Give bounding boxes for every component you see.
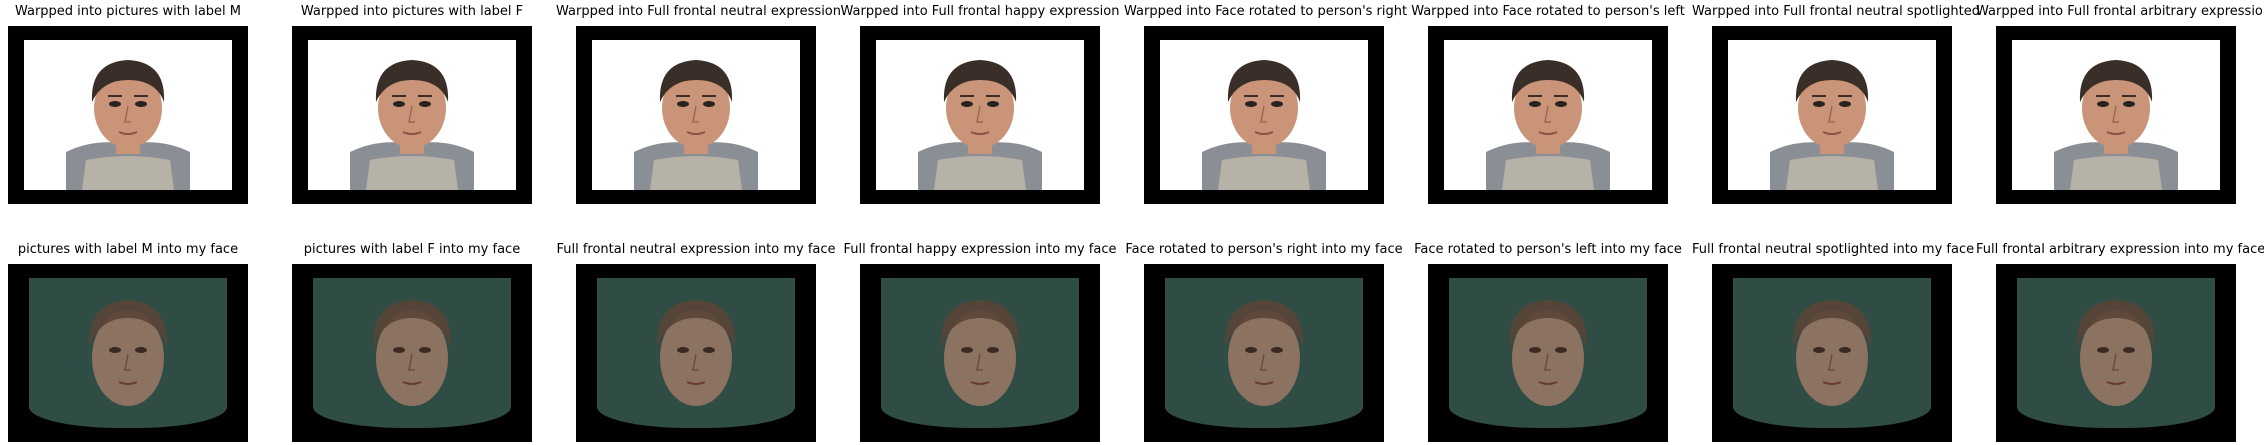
image-frame	[8, 264, 248, 442]
warped-face-image	[634, 60, 758, 190]
image-frame	[1428, 26, 1668, 204]
panel-title: Warpped into Face rotated to person's le…	[1411, 4, 1685, 19]
image-frame	[1996, 26, 2236, 204]
panel-title: Full frontal neutral expression into my …	[556, 242, 836, 257]
image-frame	[1144, 264, 1384, 442]
average-face-image	[2017, 278, 2215, 428]
warped-face-image	[2054, 60, 2178, 190]
average-face-image	[29, 278, 227, 428]
panel-title: Warpped into pictures with label F	[300, 4, 524, 19]
average-face-image	[1165, 278, 1363, 428]
average-face-image	[313, 278, 511, 428]
image-frame	[1996, 264, 2236, 442]
image-frame	[860, 264, 1100, 442]
image-frame	[576, 264, 816, 442]
panel-title: Face rotated to person's left into my fa…	[1414, 242, 1682, 257]
average-face-image	[1449, 278, 1647, 428]
image-frame	[292, 26, 532, 204]
panel-title: Warpped into Full frontal happy expressi…	[840, 4, 1120, 19]
warped-face-image	[1486, 60, 1610, 190]
image-frame	[860, 26, 1100, 204]
image-frame	[576, 26, 816, 204]
panel-title: Full frontal happy expression into my fa…	[843, 242, 1117, 257]
panel-title: Warpped into Full frontal arbitrary expr…	[1976, 4, 2264, 19]
warped-face-image	[350, 60, 474, 190]
image-frame	[1144, 26, 1384, 204]
panel-title: pictures with label F into my face	[303, 242, 521, 257]
image-frame	[1428, 264, 1668, 442]
image-frame	[1712, 264, 1952, 442]
image-frame	[1712, 26, 1952, 204]
panel-title: Full frontal neutral spotlighted into my…	[1692, 242, 1975, 257]
panel-title: Warpped into Full frontal neutral expres…	[556, 4, 842, 19]
image-frame	[8, 26, 248, 204]
panel-title: Warpped into pictures with label M	[14, 4, 242, 19]
panel-title: pictures with label M into my face	[17, 242, 239, 257]
average-face-image	[1733, 278, 1931, 428]
average-face-image	[597, 278, 795, 428]
warped-face-image	[918, 60, 1042, 190]
warped-face-image	[1202, 60, 1326, 190]
panel-title: Full frontal arbitrary expression into m…	[1976, 242, 2264, 257]
panel-title: Warpped into Face rotated to person's ri…	[1124, 4, 1408, 19]
warped-face-image	[1770, 60, 1894, 190]
average-face-image	[881, 278, 1079, 428]
panel-title: Face rotated to person's right into my f…	[1125, 242, 1403, 257]
warped-face-image	[66, 60, 190, 190]
image-frame	[292, 264, 532, 442]
panel-title: Warpped into Full frontal neutral spotli…	[1692, 4, 1981, 19]
